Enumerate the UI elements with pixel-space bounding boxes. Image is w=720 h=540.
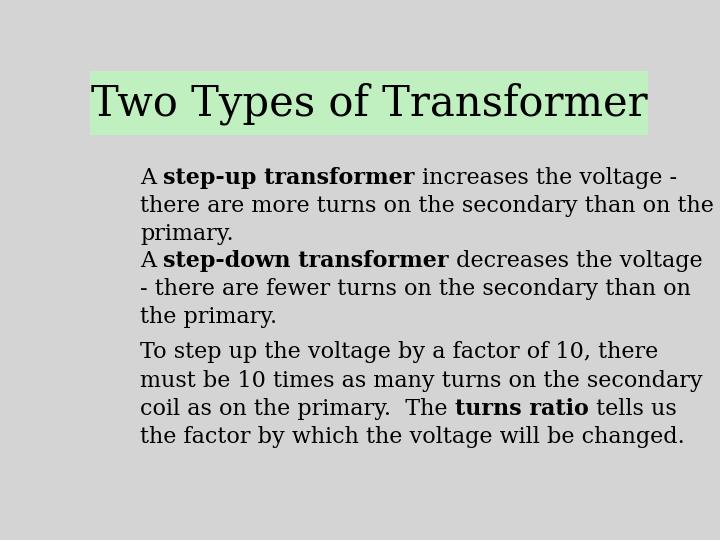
Text: decreases the voltage: decreases the voltage	[449, 250, 703, 272]
Text: turns ratio: turns ratio	[455, 398, 589, 420]
Text: the factor by which the voltage will be changed.: the factor by which the voltage will be …	[140, 426, 685, 448]
Text: step-down transformer: step-down transformer	[163, 250, 449, 272]
Text: tells us: tells us	[589, 398, 677, 420]
Text: To step up the voltage by a factor of 10, there: To step up the voltage by a factor of 10…	[140, 341, 659, 363]
Text: Two Types of Transformer: Two Types of Transformer	[91, 82, 647, 125]
Text: A: A	[140, 167, 163, 188]
Text: coil as on the primary.  The: coil as on the primary. The	[140, 398, 455, 420]
Text: must be 10 times as many turns on the secondary: must be 10 times as many turns on the se…	[140, 369, 703, 392]
Text: there are more turns on the secondary than on the: there are more turns on the secondary th…	[140, 195, 714, 217]
Text: increases the voltage -: increases the voltage -	[415, 167, 677, 188]
FancyBboxPatch shape	[90, 71, 648, 136]
Text: step-up transformer: step-up transformer	[163, 167, 415, 188]
Text: the primary.: the primary.	[140, 306, 277, 328]
Text: primary.: primary.	[140, 223, 234, 245]
Text: A: A	[140, 250, 163, 272]
Text: - there are fewer turns on the secondary than on: - there are fewer turns on the secondary…	[140, 278, 691, 300]
